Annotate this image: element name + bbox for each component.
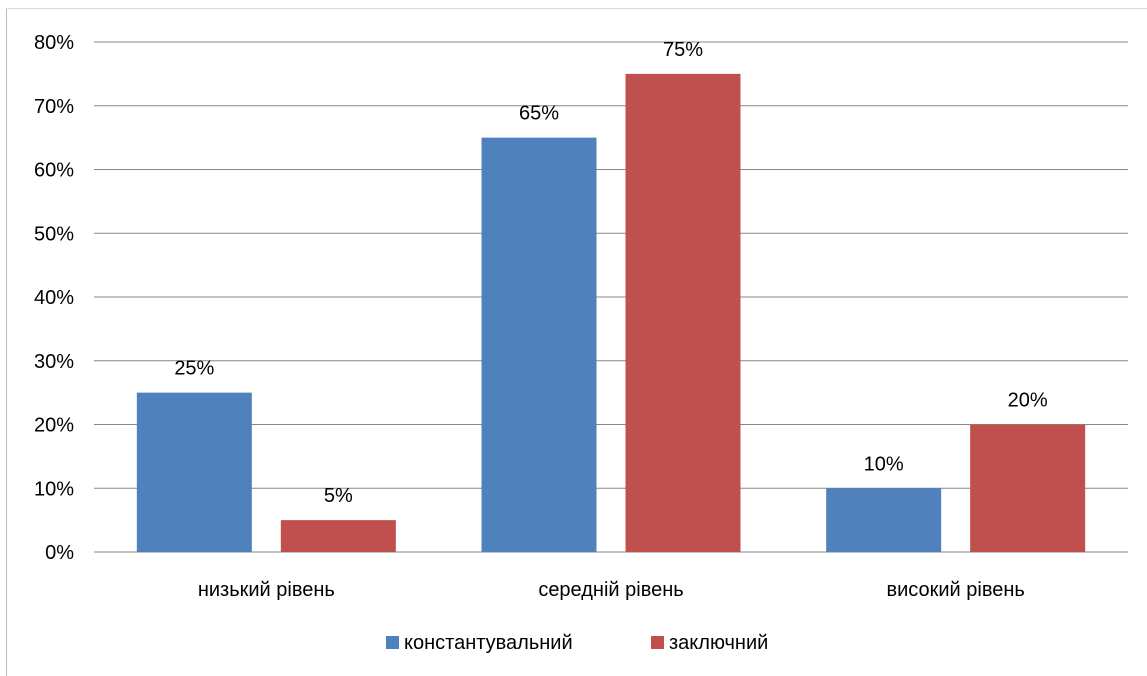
bar-zakliuchnyi (280, 520, 396, 552)
gridlines (94, 41, 1128, 553)
legend-label: константувальний (404, 632, 573, 654)
data-label: 65% (519, 103, 559, 125)
data-label: 25% (174, 358, 214, 380)
y-tick-label: 20% (34, 415, 74, 437)
x-category-label: низький рівень (198, 579, 335, 601)
y-tick-label: 50% (34, 223, 74, 245)
x-category-label: середній рівень (538, 579, 683, 601)
chart-border-left (6, 8, 7, 676)
legend-swatch (386, 636, 399, 649)
y-tick-label: 80% (34, 32, 74, 54)
y-tick-label: 60% (34, 160, 74, 182)
bars (136, 73, 1086, 552)
data-label: 20% (1008, 390, 1048, 412)
y-tick-label: 40% (34, 287, 74, 309)
legend-label: заключний (669, 632, 768, 654)
legend-swatch (651, 636, 664, 649)
data-label: 10% (864, 453, 904, 475)
bar-konstatuvalnyi (826, 488, 942, 552)
chart-border-top (6, 8, 1147, 9)
legend: константувальний заключний (386, 632, 768, 654)
x-axis-category-labels: низький рівень середній рівень високий рів… (198, 579, 1025, 601)
bar-zakliuchnyi (625, 73, 741, 552)
data-label: 75% (663, 39, 703, 61)
bar-konstatuvalnyi (481, 137, 597, 552)
y-tick-label: 0% (45, 542, 74, 564)
data-label: 5% (324, 485, 353, 507)
y-tick-label: 30% (34, 351, 74, 373)
bar-konstatuvalnyi (136, 392, 252, 552)
y-tick-label: 10% (34, 478, 74, 500)
data-labels: 25% 5% 65% 75% 10% 20% (174, 39, 1048, 507)
x-category-label: високий рівень (886, 579, 1024, 601)
y-axis-tick-labels: 0% 10% 20% 30% 40% 50% 60% 70% 80% (34, 32, 74, 564)
bar-zakliuchnyi (970, 424, 1086, 552)
y-tick-label: 70% (34, 96, 74, 118)
